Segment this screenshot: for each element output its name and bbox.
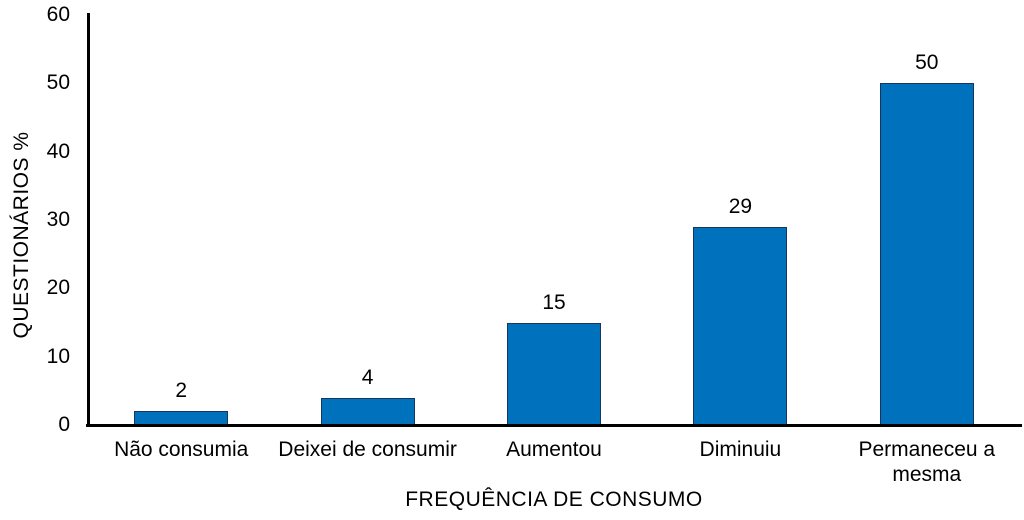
x-category-label: Aumentou <box>506 438 602 461</box>
bar-value-label: 4 <box>361 365 374 389</box>
y-tick-label: 60 <box>46 3 70 26</box>
y-tick-label: 30 <box>46 208 70 231</box>
x-axis-title: FREQUÊNCIA DE CONSUMO <box>405 488 703 511</box>
bar <box>320 397 415 426</box>
x-category-label: Deixei de consumir <box>278 438 457 461</box>
bar-value-label: 15 <box>542 290 566 314</box>
y-tick-label: 20 <box>46 276 70 300</box>
y-tick-label: 50 <box>46 71 70 95</box>
y-tick-label: 40 <box>46 139 70 163</box>
bar <box>507 322 601 426</box>
bar <box>693 226 788 426</box>
y-tick-label: 10 <box>46 344 70 368</box>
x-category-label: Permaneceu a mesma <box>858 438 996 486</box>
y-tick-label: 0 <box>58 413 70 436</box>
x-category-label: Diminuiu <box>699 438 782 461</box>
x-category-label: Não consumia <box>114 438 249 461</box>
bar-value-label: 29 <box>728 194 753 218</box>
x-axis-line <box>86 423 1022 427</box>
bar <box>879 83 974 426</box>
y-axis-line <box>86 13 90 427</box>
bar-value-label: 50 <box>915 51 939 75</box>
bar-value-label: 2 <box>175 379 188 403</box>
